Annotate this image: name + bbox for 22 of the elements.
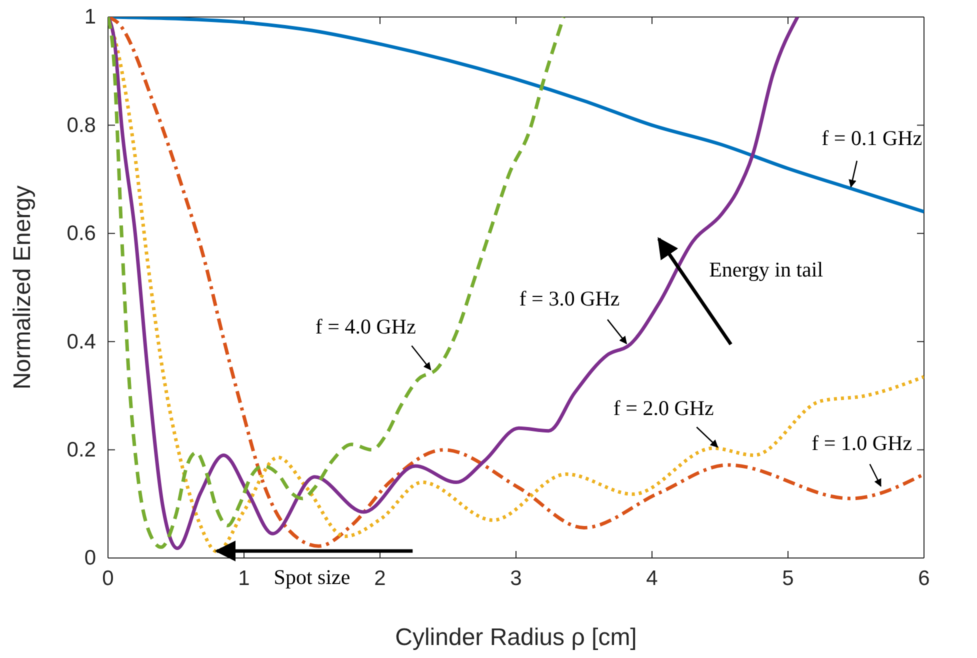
y-axis-title: Normalized Energy (9, 185, 36, 390)
x-tick-label: 2 (374, 566, 386, 590)
y-tick-label: 0.6 (66, 222, 96, 246)
text: Spot size (274, 564, 350, 589)
x-axis-title: Cylinder Radius ρ [cm] (395, 624, 637, 651)
series-label: f = 3.0 GHz (519, 286, 620, 311)
y-tick-label: 0.2 (66, 438, 96, 462)
series-label: f = 4.0 GHz (315, 314, 416, 339)
x-tick-label: 6 (918, 566, 930, 590)
series-label: f = 0.1 GHz (822, 126, 922, 150)
y-tick-label: 0.8 (66, 114, 96, 137)
annotation: Energy in tail (709, 258, 824, 282)
series-label: f = 1.0 GHz (812, 431, 912, 456)
y-tick-label: 0 (84, 546, 96, 570)
x-tick-label: 1 (238, 566, 250, 590)
x-tick-label: 5 (782, 566, 794, 590)
x-tick-label: 4 (646, 566, 658, 590)
x-tick-label: 0 (102, 566, 114, 590)
series-label: f = 2.0 GHz (613, 396, 714, 420)
x-tick-label: 3 (510, 566, 522, 590)
y-tick-label: 1 (84, 6, 96, 29)
y-tick-label: 0.4 (66, 330, 96, 354)
